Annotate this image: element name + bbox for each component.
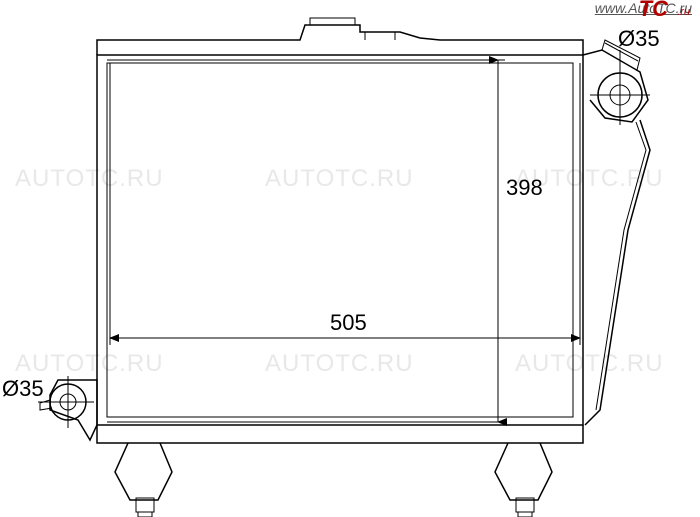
- radiator-drawing: Ø35 Ø35: [0, 0, 700, 517]
- dim-width: 505: [110, 63, 580, 345]
- port-bl-dia-label: Ø35: [2, 376, 44, 401]
- port-tr-dia-label: Ø35: [618, 26, 660, 51]
- dim-height-label: 398: [506, 175, 543, 200]
- port-bottom-left: [40, 376, 97, 440]
- port-top-right: [583, 40, 650, 425]
- dim-width-label: 505: [330, 310, 367, 335]
- mount-foot-right: [495, 443, 552, 517]
- drawing-canvas: AUTOTC.RU AUTOTC.RU AUTOTC.RU AUTOTC.RU …: [0, 0, 700, 517]
- dim-height: 398: [107, 60, 543, 422]
- mount-foot-left: [115, 443, 172, 517]
